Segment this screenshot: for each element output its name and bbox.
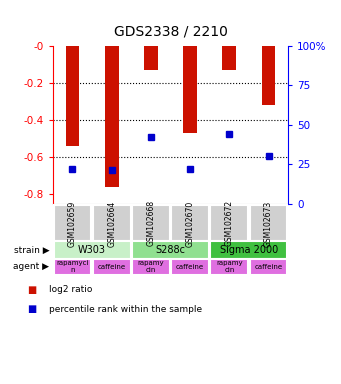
Text: GSM102664: GSM102664 bbox=[107, 200, 116, 247]
Bar bbox=[183, 46, 197, 133]
Text: ■: ■ bbox=[27, 285, 36, 295]
Text: rapamy
cin: rapamy cin bbox=[216, 260, 243, 273]
Text: rapamyci
n: rapamyci n bbox=[56, 260, 89, 273]
Text: log2 ratio: log2 ratio bbox=[49, 285, 93, 295]
Text: strain ▶: strain ▶ bbox=[14, 245, 49, 255]
Text: GDS2338 / 2210: GDS2338 / 2210 bbox=[114, 25, 227, 39]
Text: ■: ■ bbox=[27, 304, 36, 314]
Text: GSM102659: GSM102659 bbox=[68, 200, 77, 247]
Text: GSM102672: GSM102672 bbox=[225, 200, 234, 247]
Text: GSM102673: GSM102673 bbox=[264, 200, 273, 247]
Bar bbox=[144, 46, 158, 70]
Text: GSM102670: GSM102670 bbox=[186, 200, 195, 247]
Bar bbox=[105, 46, 119, 187]
Bar bbox=[262, 46, 276, 105]
Text: rapamy
cin: rapamy cin bbox=[137, 260, 164, 273]
Text: agent ▶: agent ▶ bbox=[13, 262, 49, 271]
Bar bbox=[222, 46, 236, 70]
Text: caffeine: caffeine bbox=[98, 263, 126, 270]
Text: S288c: S288c bbox=[155, 245, 186, 255]
Text: caffeine: caffeine bbox=[254, 263, 283, 270]
Text: W303: W303 bbox=[78, 245, 106, 255]
Bar bbox=[65, 46, 79, 146]
Text: Sigma 2000: Sigma 2000 bbox=[220, 245, 278, 255]
Text: GSM102668: GSM102668 bbox=[146, 200, 155, 247]
Text: caffeine: caffeine bbox=[176, 263, 204, 270]
Text: percentile rank within the sample: percentile rank within the sample bbox=[49, 305, 203, 314]
